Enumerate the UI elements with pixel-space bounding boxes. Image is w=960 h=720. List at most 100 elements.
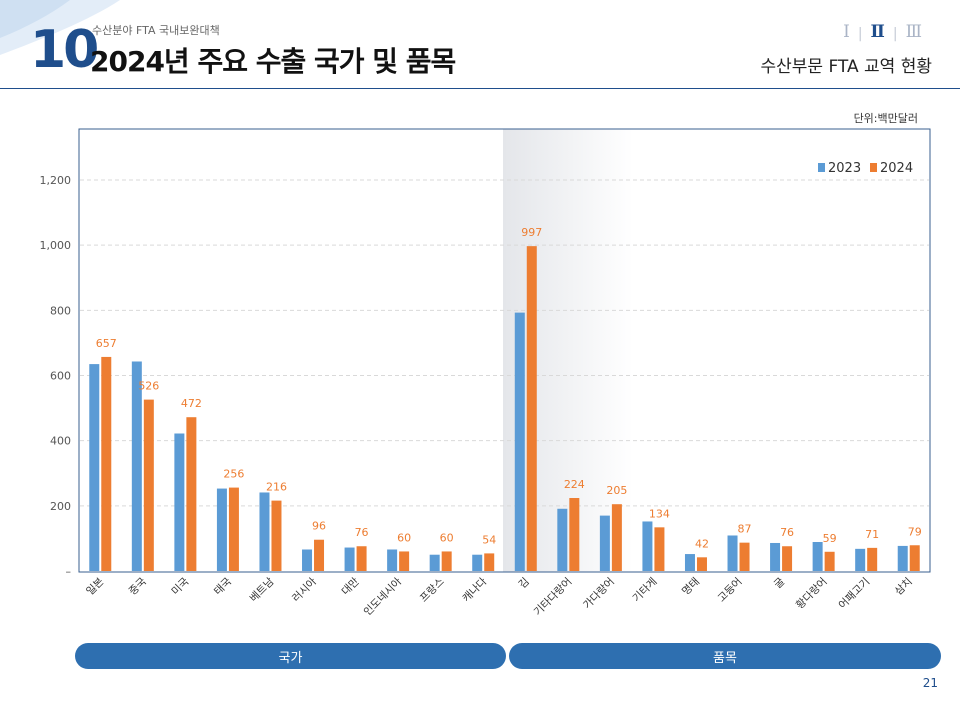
bar-2024 [186, 417, 197, 571]
x-tick-label: 미국 [169, 575, 191, 597]
bar-2023 [514, 312, 525, 571]
chapter-tab-3[interactable]: Ⅲ [905, 22, 922, 42]
bar-2024 [441, 551, 452, 571]
data-label-2024: 256 [223, 468, 244, 481]
y-tick-label: 1,200 [40, 174, 72, 187]
bar-2024 [696, 557, 707, 571]
group-label-countries: 국가 [75, 643, 506, 669]
x-tick-label: 프랑스 [418, 575, 447, 604]
x-tick-label: 삼치 [893, 576, 915, 598]
y-tick-label: 200 [50, 500, 71, 513]
chapter-tab-2[interactable]: Ⅱ [870, 22, 885, 42]
bar-2023 [174, 433, 185, 571]
bar-2024 [101, 356, 112, 571]
bar-2023 [812, 542, 823, 571]
y-tick-label: 800 [50, 304, 71, 317]
bar-2024 [569, 498, 580, 571]
data-label-2024: 76 [780, 526, 794, 539]
bar-2023 [642, 521, 653, 571]
bar-2023 [387, 549, 398, 571]
x-tick-label: 러시아 [290, 575, 319, 604]
bar-2024 [654, 527, 665, 571]
bar-2023 [770, 542, 781, 571]
bar-2023 [727, 535, 738, 571]
bar-2024 [314, 539, 325, 571]
y-tick-label: 400 [50, 435, 71, 448]
bar-2023 [429, 554, 440, 571]
x-tick-label: 기타다랑어 [532, 576, 575, 619]
data-label-2024: 997 [521, 226, 542, 239]
bar-2024 [782, 546, 793, 571]
bar-2024 [739, 542, 750, 571]
tab-separator: | [857, 26, 863, 42]
section-title: 수산부문 FTA 교역 현황 [760, 57, 932, 77]
x-tick-label: 캐나다 [460, 575, 489, 604]
bar-2023 [216, 488, 227, 571]
bar-2024 [228, 487, 239, 571]
bar-2024 [399, 551, 410, 571]
data-label-2024: 60 [397, 531, 411, 544]
group-label-products: 품목 [509, 643, 941, 669]
data-label-2024: 216 [266, 481, 287, 494]
data-label-2024: 42 [695, 537, 709, 550]
x-tick-label: 기타게 [631, 576, 660, 605]
unit-label: 단위:백만달러 [853, 112, 918, 125]
tab-separator: | [892, 26, 898, 42]
legend-label-2023: 2023 [828, 161, 861, 176]
header-divider [0, 88, 960, 89]
x-tick-label: 고등어 [716, 576, 745, 605]
bar-2023 [131, 361, 142, 571]
x-tick-label: 어패고기 [836, 576, 872, 612]
bar-2024 [909, 545, 920, 571]
data-label-2024: 59 [823, 532, 837, 545]
data-label-2024: 134 [649, 507, 670, 520]
section-subtitle: 수산분야 FTA 국내보완대책 [92, 24, 220, 37]
data-label-2024: 224 [564, 478, 585, 491]
chapter-tab-1[interactable]: Ⅰ [843, 22, 850, 42]
x-tick-label: 중국 [127, 575, 149, 597]
page-title: 2024년 주요 수출 국가 및 품목 [90, 45, 456, 78]
x-tick-label: 황다랑어 [794, 576, 830, 612]
bar-2024 [484, 553, 495, 571]
data-label-2024: 205 [606, 484, 627, 497]
page-number: 21 [922, 676, 938, 690]
data-label-2024: 657 [96, 337, 117, 350]
data-label-2024: 79 [908, 525, 922, 538]
bar-2023 [472, 554, 483, 571]
x-tick-label: 베트남 [248, 575, 277, 604]
chapter-tabs: Ⅰ | Ⅱ | Ⅲ [835, 22, 930, 46]
y-tick-label: 1,000 [40, 239, 72, 252]
legend-swatch-2024 [870, 163, 877, 172]
bar-2023 [684, 554, 695, 571]
x-tick-label: 김 [517, 576, 532, 591]
data-label-2024: 87 [738, 523, 752, 536]
y-tick-label: 600 [50, 370, 71, 383]
bar-2023 [557, 508, 568, 571]
bar-2023 [897, 545, 908, 571]
x-tick-label: 인도네시아 [362, 575, 405, 618]
bar-2023 [89, 364, 100, 571]
bar-2024 [867, 547, 878, 571]
bar-2024 [356, 546, 367, 571]
bar-2024 [143, 399, 154, 571]
bar-2023 [344, 547, 355, 571]
x-tick-label: 대만 [340, 575, 362, 597]
plot-frame [78, 128, 931, 573]
bar-2023 [855, 548, 866, 571]
data-label-2024: 60 [440, 531, 454, 544]
data-label-2024: 54 [482, 533, 496, 546]
bar-2024 [526, 246, 537, 571]
data-label-2024: 76 [355, 526, 369, 539]
section-number: 10 [30, 20, 99, 80]
bar-2023 [259, 492, 270, 571]
bar-2023 [599, 515, 610, 571]
legend-label-2024: 2024 [880, 161, 913, 176]
legend-swatch-2023 [818, 163, 825, 172]
data-label-2024: 526 [138, 380, 159, 393]
x-tick-label: 가다랑어 [581, 576, 617, 612]
bar-2024 [824, 551, 835, 571]
x-tick-label: 명태 [680, 576, 702, 598]
data-label-2024: 96 [312, 520, 326, 533]
x-tick-label: 일본 [84, 575, 107, 598]
